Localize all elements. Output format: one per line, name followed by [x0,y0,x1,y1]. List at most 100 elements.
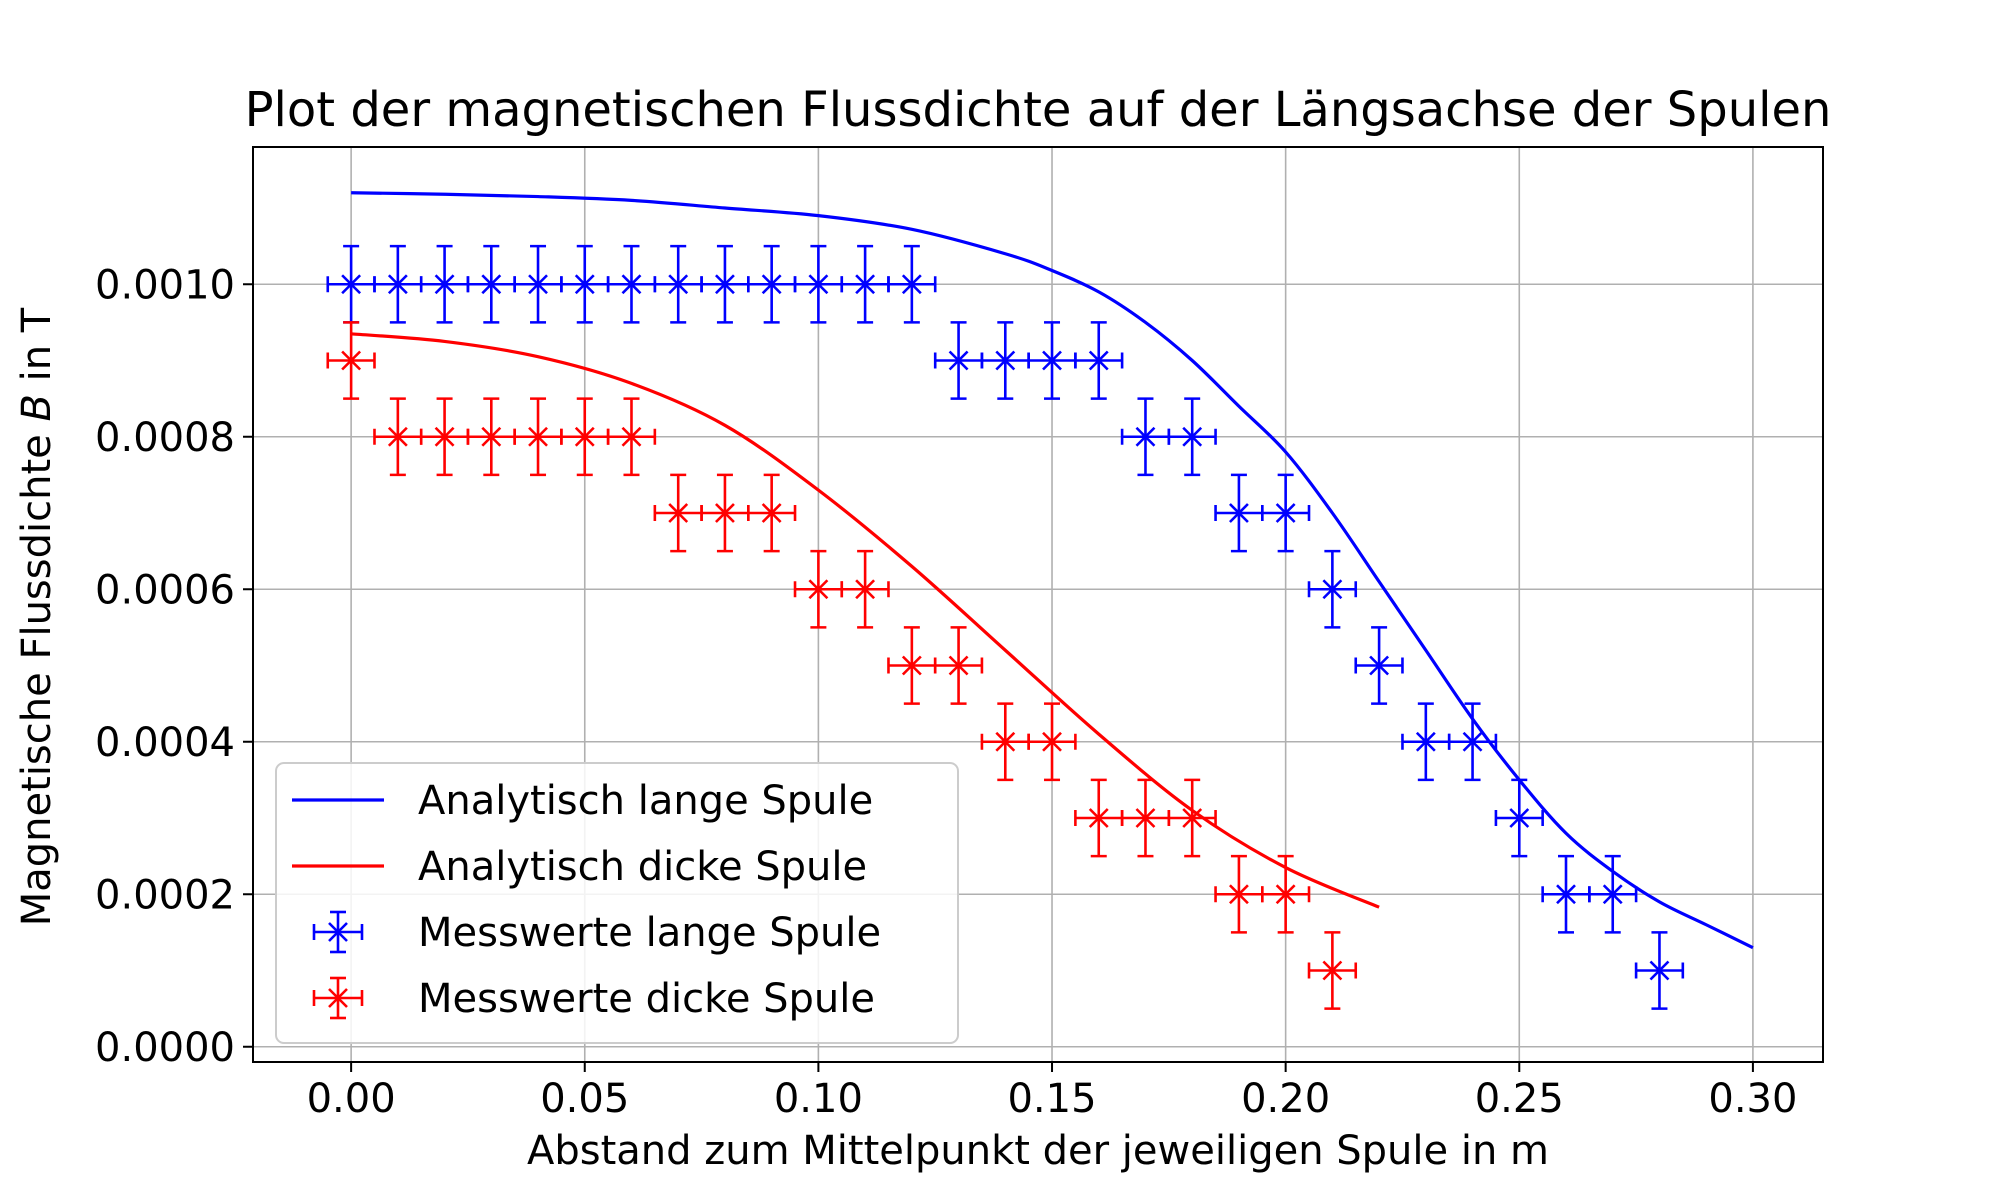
x-marker [1649,960,1670,981]
x-marker [715,503,735,523]
x-marker [715,274,735,295]
x-tick-label: 0.30 [1708,1076,1797,1122]
x-tick-label: 0.15 [1007,1076,1096,1122]
data-point [606,397,657,477]
data-point [1494,778,1544,858]
x-marker [1602,884,1623,905]
y-axis-label-suffix: in T [14,307,60,394]
x-marker [328,922,348,942]
x-marker [621,274,642,295]
x-marker [1182,426,1203,447]
data-point [933,321,984,400]
data-point [312,976,364,1020]
data-point [560,397,610,477]
x-marker [808,579,829,600]
data-point [1214,473,1264,553]
y-tick-label: 0.0008 [95,415,235,461]
x-marker [341,274,362,295]
x-marker [481,426,502,447]
x-marker [1275,503,1296,523]
data-point [513,397,563,477]
data-point [1260,473,1311,553]
y-tick-label: 0.0006 [95,567,235,613]
x-tick-label: 0.05 [540,1076,629,1122]
x-marker [1509,808,1530,828]
data-point [1074,321,1124,400]
x-marker [808,274,829,295]
y-axis-label-prefix: Magnetische Flussdichte [14,422,60,927]
data-point [840,549,890,629]
legend-label: Analytisch dicke Spule [418,844,867,890]
legend-item: Messwerte lange Spule [312,910,881,956]
data-point [1634,931,1685,1010]
x-marker [901,274,922,295]
x-marker [481,274,502,295]
data-point [980,702,1030,782]
data-point [653,473,703,553]
x-axis: 0.00 0.05 0.10 0.15 0.20 0.25 0.30 [307,1062,1797,1122]
x-marker [1369,655,1390,676]
data-point [887,244,937,324]
x-tick-label: 0.20 [1241,1076,1330,1122]
x-marker [1182,808,1203,828]
data-point [1120,778,1171,858]
x-marker [574,274,595,295]
x-axis-label: Abstand zum Mittelpunkt der jeweiligen S… [527,1128,1549,1174]
legend: Analytisch lange Spule Analytisch dicke S… [275,762,959,1044]
data-point [1167,397,1217,477]
chart-title: Plot der magnetischen Flussdichte auf de… [245,82,1832,138]
x-marker [1135,808,1156,828]
legend-item: Analytisch lange Spule [292,778,873,824]
data-point [326,321,376,400]
x-marker [528,274,548,295]
axes-frame [252,146,1824,1063]
x-marker [1229,503,1249,523]
y-tick-label: 0.0010 [95,262,235,308]
x-marker [434,274,455,295]
x-tick-label: 0.25 [1475,1076,1564,1122]
x-tick-label: 0.10 [774,1076,863,1122]
x-marker [761,274,782,295]
data-point [312,910,364,954]
data-point [1027,702,1077,782]
data-point [1260,854,1311,934]
x-marker [328,988,348,1008]
data-point [1447,702,1498,782]
data-point [1120,397,1171,477]
x-marker [668,274,689,295]
data-point [746,244,797,324]
data-point [1354,626,1404,705]
x-marker [1042,731,1062,752]
x-marker [1322,579,1343,600]
x-marker [387,274,408,295]
series-errorbars-3 [326,321,1358,1010]
x-marker [995,731,1016,752]
x-marker [341,350,362,371]
x-marker [855,579,876,600]
x-marker [1322,960,1343,981]
legend-item: Messwerte dicke Spule [312,976,875,1022]
data-point [746,473,797,553]
x-marker [621,426,642,447]
x-marker [434,426,455,447]
x-marker [948,655,969,676]
data-point [1307,931,1358,1010]
data-point [887,626,937,705]
legend-label: Messwerte lange Spule [418,910,881,956]
x-marker [995,350,1016,371]
x-marker [1556,884,1576,905]
x-marker [668,503,689,523]
legend-box [275,762,959,1044]
x-marker [1088,808,1109,828]
y-tick-label: 0.0000 [95,1025,235,1071]
x-marker [1088,350,1109,371]
x-tick-label: 0.00 [307,1076,396,1122]
x-marker [948,350,969,371]
x-marker [1042,350,1062,371]
series-errorbars-2 [326,244,1685,1010]
legend-label: Messwerte dicke Spule [418,976,875,1022]
x-marker [528,426,548,447]
data-point [933,626,984,705]
data-point [1307,549,1358,629]
